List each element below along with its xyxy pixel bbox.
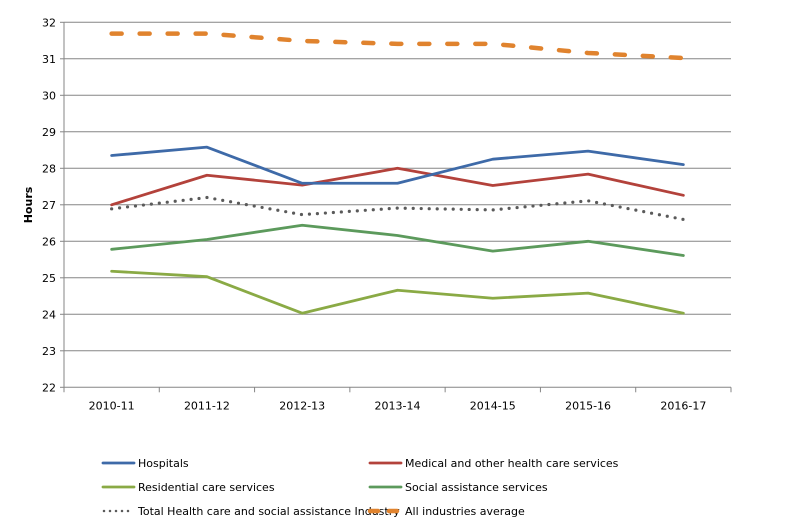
legend-label: Medical and other health care services xyxy=(405,457,619,470)
y-tick-label: 27 xyxy=(42,199,56,212)
y-tick-label: 23 xyxy=(42,345,56,358)
x-tick-label: 2011-12 xyxy=(184,399,230,412)
series-lines xyxy=(109,31,686,315)
legend-label: Hospitals xyxy=(138,457,189,470)
y-tick-label: 29 xyxy=(42,126,56,139)
x-tick-label: 2010-11 xyxy=(89,399,135,412)
y-axis-title: Hours xyxy=(22,186,35,223)
x-axis: 2010-11 2011-12 2012-13 2013-14 2014-15 2015-… xyxy=(63,387,732,412)
legend: Hospitals Medical and other health care s… xyxy=(101,457,619,518)
y-axis: 22 23 24 25 26 27 28 29 30 31 32 xyxy=(42,16,65,394)
legend-label: All industries average xyxy=(405,505,525,518)
y-tick-label: 32 xyxy=(42,16,56,29)
series-line-social-assistance-services xyxy=(110,223,685,257)
series-line-residential-care-services xyxy=(110,269,685,315)
y-tick-label: 28 xyxy=(42,162,56,175)
series-line-medical-and-other-health-care-services xyxy=(110,166,685,207)
series-line-all-industries-average xyxy=(109,31,686,61)
x-tick-label: 2012-13 xyxy=(279,399,325,412)
x-tick-label: 2014-15 xyxy=(470,399,516,412)
y-tick-label: 24 xyxy=(42,308,56,321)
series-line-total-health-care-and-social-assistance-industry xyxy=(110,195,685,221)
y-tick-label: 26 xyxy=(42,235,56,248)
legend-label: Residential care services xyxy=(138,481,275,494)
legend-label: Social assistance services xyxy=(405,481,548,494)
y-tick-label: 25 xyxy=(42,272,56,285)
x-tick-label: 2016-17 xyxy=(660,399,706,412)
gridlines xyxy=(64,21,731,388)
legend-label: Total Health care and social assistance … xyxy=(137,505,400,518)
y-tick-label: 22 xyxy=(42,381,56,394)
series-line-hospitals xyxy=(110,145,685,185)
x-tick-label: 2015-16 xyxy=(565,399,611,412)
y-tick-label: 30 xyxy=(42,89,56,102)
y-tick-label: 31 xyxy=(42,53,56,66)
x-tick-label: 2013-14 xyxy=(375,399,421,412)
